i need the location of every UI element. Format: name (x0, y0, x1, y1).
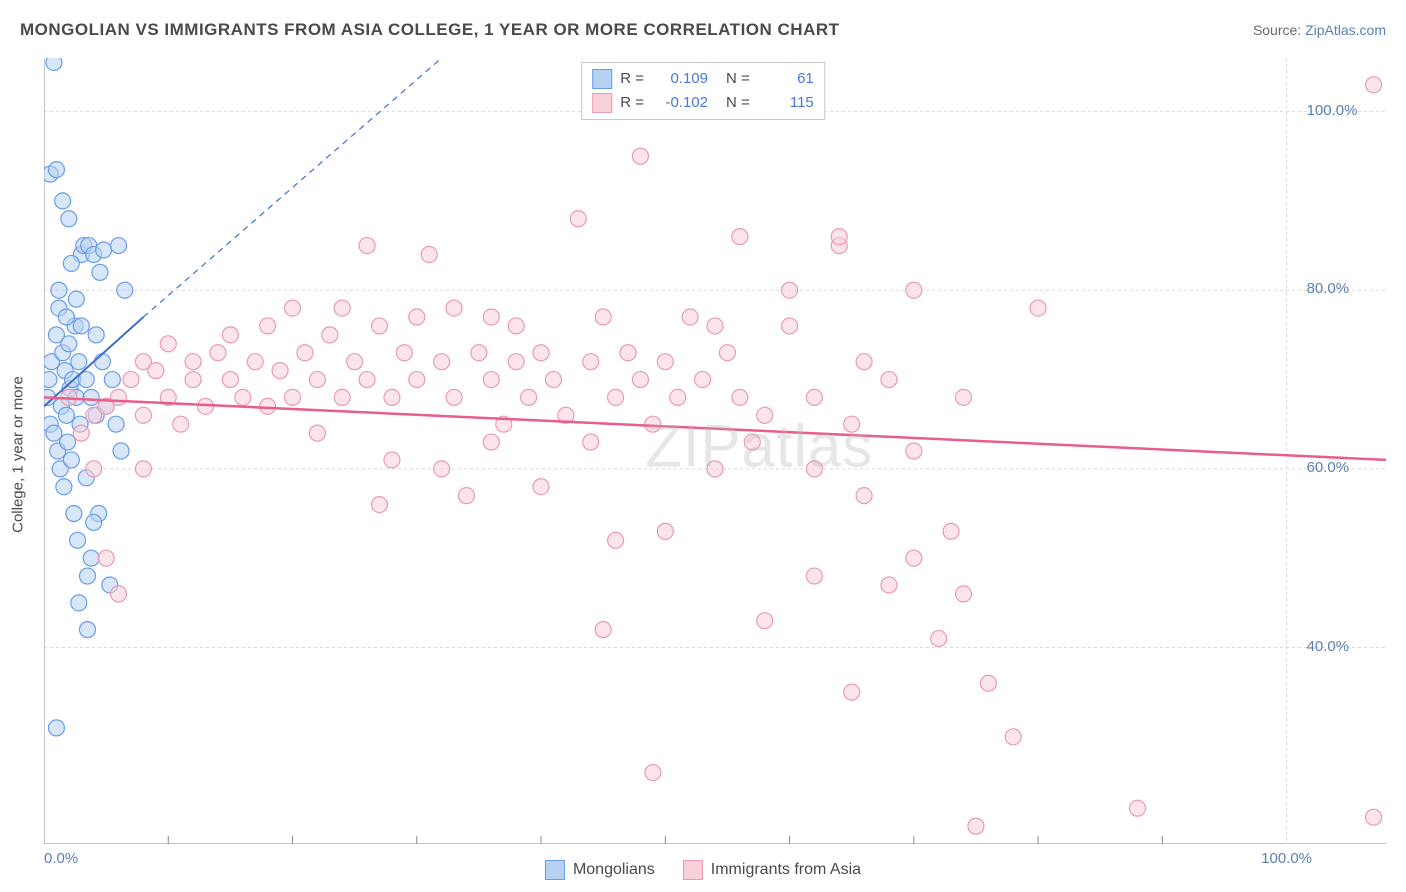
axis-tick-label: 80.0% (1307, 280, 1350, 297)
legend-swatch (592, 69, 612, 89)
legend-series-item: Immigrants from Asia (683, 860, 861, 880)
legend-swatch (683, 860, 703, 880)
source-link[interactable]: ZipAtlas.com (1305, 22, 1386, 38)
legend-series-label: Immigrants from Asia (711, 861, 861, 879)
r-label: R = (620, 91, 644, 115)
plot-area (44, 58, 1386, 844)
y-axis-label: College, 1 year or more (10, 376, 27, 533)
n-value: 115 (758, 91, 814, 115)
axis-tick-label: 60.0% (1307, 459, 1350, 476)
r-value: -0.102 (652, 91, 708, 115)
chart-title: MONGOLIAN VS IMMIGRANTS FROM ASIA COLLEG… (20, 20, 840, 40)
legend-series: Mongolians Immigrants from Asia (545, 860, 861, 880)
legend-swatch (545, 860, 565, 880)
legend-correlation-row: R = 0.109 N = 61 (592, 67, 814, 91)
axis-tick-label: 100.0% (1261, 850, 1312, 867)
legend-correlation-row: R = -0.102 N = 115 (592, 91, 814, 115)
scatter-plot (44, 58, 1386, 844)
r-value: 0.109 (652, 67, 708, 91)
axis-tick-label: 40.0% (1307, 638, 1350, 655)
source-attribution: Source: ZipAtlas.com (1253, 22, 1386, 38)
n-label: N = (726, 91, 750, 115)
n-label: N = (726, 67, 750, 91)
legend-swatch (592, 93, 612, 113)
legend-series-label: Mongolians (573, 861, 655, 879)
legend-series-item: Mongolians (545, 860, 655, 880)
axis-tick-label: 100.0% (1307, 102, 1358, 119)
axis-tick-label: 0.0% (44, 850, 78, 867)
r-label: R = (620, 67, 644, 91)
legend-correlation: R = 0.109 N = 61 R = -0.102 N = 115 (581, 62, 825, 120)
n-value: 61 (758, 67, 814, 91)
source-prefix: Source: (1253, 22, 1305, 38)
